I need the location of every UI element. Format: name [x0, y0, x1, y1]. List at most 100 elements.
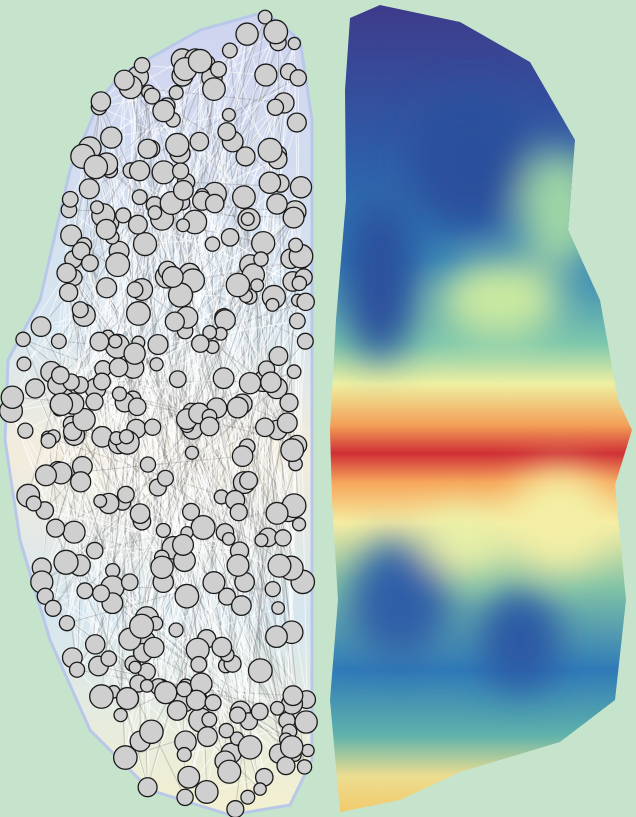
blob: [440, 260, 560, 340]
node: [251, 703, 268, 720]
node: [256, 418, 274, 436]
node: [165, 312, 184, 331]
node: [127, 302, 151, 326]
node: [117, 688, 139, 710]
node: [267, 194, 287, 214]
node: [275, 530, 291, 546]
blob: [510, 470, 610, 570]
node: [173, 535, 194, 556]
node: [265, 582, 280, 597]
node: [248, 659, 272, 683]
node: [86, 393, 103, 410]
right-hemisphere: [320, 0, 636, 817]
node: [261, 372, 281, 392]
node: [51, 334, 66, 349]
node: [288, 37, 300, 49]
node: [290, 70, 306, 86]
node: [266, 298, 279, 311]
node: [177, 682, 192, 697]
node: [166, 133, 189, 156]
node: [169, 623, 183, 637]
node: [129, 215, 148, 234]
node: [84, 155, 107, 178]
node: [122, 574, 138, 590]
node: [90, 332, 109, 351]
node: [97, 278, 117, 298]
node: [254, 783, 266, 795]
node: [287, 365, 301, 379]
node: [155, 681, 177, 703]
node: [191, 516, 215, 540]
node: [295, 711, 317, 733]
node: [206, 194, 224, 212]
node: [145, 419, 161, 435]
node: [188, 49, 211, 72]
node: [266, 626, 288, 648]
node: [177, 219, 190, 232]
node: [109, 358, 127, 376]
node: [277, 413, 297, 433]
node: [114, 70, 134, 90]
node: [144, 637, 164, 657]
node: [205, 695, 221, 711]
node: [91, 201, 104, 214]
node: [175, 584, 199, 608]
node: [290, 313, 306, 329]
node: [283, 686, 303, 706]
node: [280, 394, 298, 412]
node: [292, 276, 306, 290]
blob: [480, 590, 560, 690]
node: [213, 368, 234, 389]
node: [82, 255, 99, 272]
node: [130, 614, 154, 638]
node: [230, 707, 246, 723]
node: [177, 748, 191, 762]
node: [191, 657, 207, 673]
node: [222, 108, 235, 121]
node: [1, 386, 23, 408]
node: [283, 207, 304, 228]
node: [169, 86, 183, 100]
node: [173, 163, 189, 179]
node: [91, 92, 110, 111]
node: [87, 542, 103, 558]
node: [36, 465, 57, 486]
node: [128, 398, 146, 416]
node: [195, 781, 218, 804]
node: [268, 554, 291, 577]
node: [177, 789, 193, 805]
node: [130, 504, 149, 523]
node: [79, 179, 99, 199]
node: [94, 373, 111, 390]
node: [212, 637, 232, 657]
node: [17, 357, 31, 371]
node: [62, 191, 78, 207]
node: [227, 801, 244, 817]
node: [152, 161, 175, 184]
blob: [420, 510, 500, 570]
node: [190, 132, 208, 150]
node: [254, 252, 268, 266]
node: [218, 123, 236, 141]
node: [60, 283, 78, 301]
node: [185, 446, 198, 459]
node: [198, 727, 218, 747]
blob: [520, 150, 600, 270]
node: [45, 600, 61, 616]
node: [297, 760, 311, 774]
node: [70, 662, 85, 677]
node: [277, 757, 295, 775]
node: [71, 472, 91, 492]
node: [272, 602, 285, 615]
node: [158, 470, 174, 486]
node: [151, 556, 173, 578]
node: [54, 550, 78, 574]
node: [223, 43, 238, 58]
node: [221, 229, 238, 246]
node: [101, 127, 122, 148]
node: [241, 790, 255, 804]
node: [264, 20, 288, 44]
node: [162, 267, 183, 288]
node: [269, 347, 288, 366]
node: [93, 585, 110, 602]
